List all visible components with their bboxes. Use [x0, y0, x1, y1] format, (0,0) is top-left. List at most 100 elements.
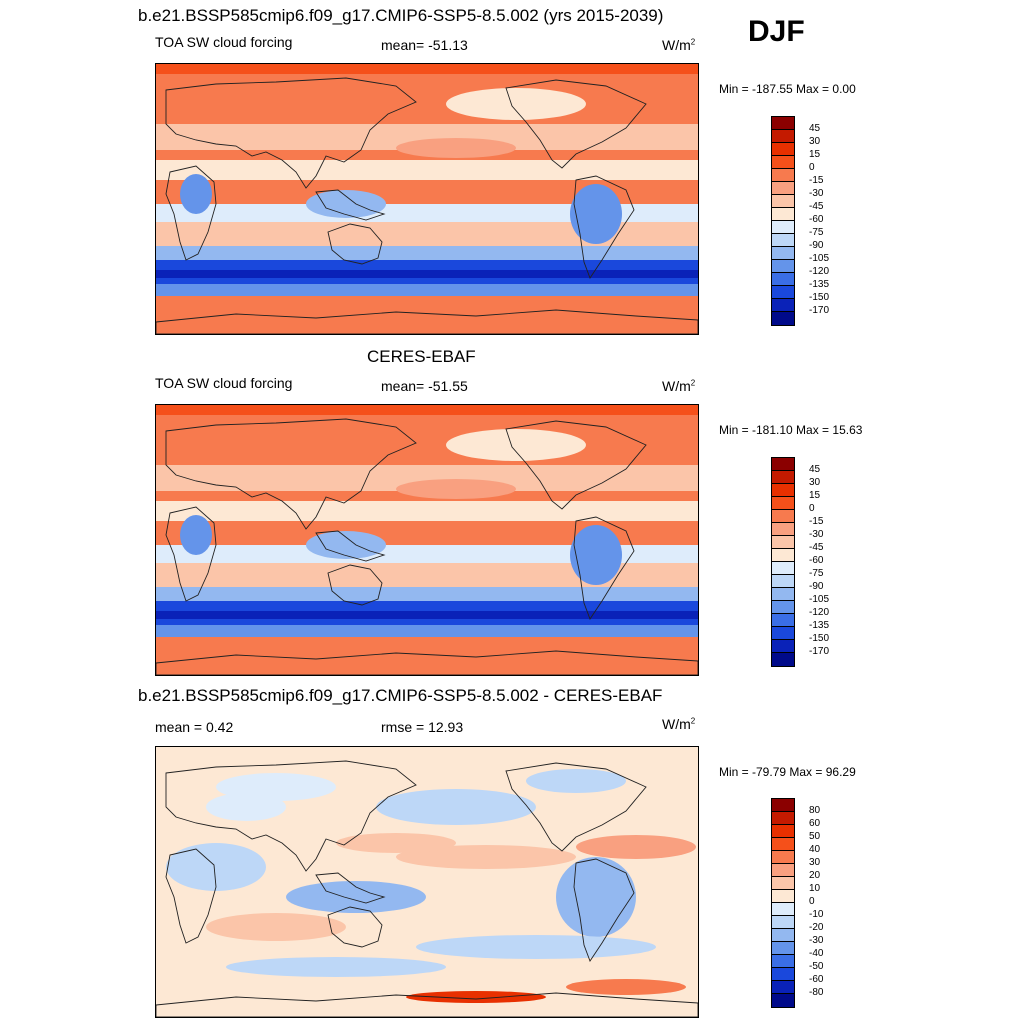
coastline — [505, 79, 647, 169]
coastline — [315, 530, 386, 562]
map-field-svg — [156, 405, 698, 675]
colorbar-tick-label: 15 — [809, 149, 821, 160]
coastline — [156, 309, 698, 334]
field-anomaly — [226, 957, 446, 977]
panel-model-mean: mean= -51.13 — [381, 37, 468, 53]
colorbar-swatch — [772, 549, 794, 562]
colorbar-swatch — [772, 799, 794, 812]
panel-diff-rmse: rmse = 12.93 — [381, 719, 464, 735]
coastline — [165, 77, 417, 189]
colorbar-tick-label: -10 — [809, 909, 824, 920]
field-cloud-region — [180, 174, 212, 214]
colorbar-swatch — [772, 877, 794, 890]
panel-obs-minmax: Min = -181.10 Max = 15.63 — [719, 423, 863, 437]
colorbar-tick-label: 45 — [809, 464, 821, 475]
colorbar-swatch — [772, 614, 794, 627]
colorbar-swatch — [772, 601, 794, 614]
panel-model-colorbar — [771, 116, 795, 326]
field-anomaly — [576, 835, 696, 859]
field-cloud-region — [570, 525, 622, 585]
colorbar-swatch — [772, 981, 794, 994]
colorbar-swatch — [772, 182, 794, 195]
colorbar-tick-label: -105 — [809, 253, 830, 264]
colorbar-tick-label: 60 — [809, 818, 821, 829]
colorbar-tick-label: -90 — [809, 581, 824, 592]
coastline — [315, 189, 386, 221]
coastline — [165, 506, 217, 602]
colorbar-tick-label: 10 — [809, 883, 821, 894]
panel-diff-minmax: Min = -79.79 Max = 96.29 — [719, 765, 856, 779]
colorbar-swatch — [772, 562, 794, 575]
colorbar-tick-label: -60 — [809, 555, 824, 566]
colorbar-tick-label: -150 — [809, 292, 830, 303]
field-anomaly — [286, 881, 426, 913]
panel-obs-title: CERES-EBAF — [367, 347, 476, 366]
colorbar-swatch — [772, 812, 794, 825]
colorbar-swatch — [772, 247, 794, 260]
coastline — [505, 762, 647, 852]
colorbar-tick-label: 45 — [809, 123, 821, 134]
coastline — [165, 760, 417, 872]
panel-obs-mean: mean= -51.55 — [381, 378, 468, 394]
colorbar-tick-label: -135 — [809, 279, 830, 290]
field-anomaly — [566, 979, 686, 995]
colorbar-swatch — [772, 143, 794, 156]
colorbar-tick-label: 0 — [809, 896, 815, 907]
colorbar-tick-label: -20 — [809, 922, 824, 933]
colorbar-swatch — [772, 838, 794, 851]
colorbar-tick-label: -170 — [809, 646, 830, 657]
field-anomaly — [376, 789, 536, 825]
colorbar-swatch — [772, 588, 794, 601]
field-anomaly — [396, 845, 576, 869]
coastline — [327, 223, 383, 265]
panel-diff-colorbar — [771, 798, 795, 1008]
field-cloud-region — [180, 515, 212, 555]
colorbar-tick-label: 40 — [809, 844, 821, 855]
field-cloud-region — [306, 531, 386, 559]
colorbar-tick-label: -50 — [809, 961, 824, 972]
colorbar-swatch — [772, 497, 794, 510]
field-anomaly — [526, 769, 626, 793]
field-cloud-region — [306, 190, 386, 218]
field-anomaly — [416, 935, 656, 959]
colorbar-tick-label: 30 — [809, 857, 821, 868]
field-anomaly — [166, 843, 266, 891]
colorbar-tick-label: -80 — [809, 987, 824, 998]
colorbar-swatch — [772, 130, 794, 143]
coastline — [156, 992, 698, 1017]
colorbar-swatch — [772, 523, 794, 536]
colorbar-swatch — [772, 312, 794, 325]
colorbar-tick-label: -60 — [809, 974, 824, 985]
colorbar-tick-label: -135 — [809, 620, 830, 631]
colorbar-swatch — [772, 864, 794, 877]
field-anomaly — [206, 793, 286, 821]
colorbar-tick-label: -75 — [809, 568, 824, 579]
colorbar-tick-label: -30 — [809, 529, 824, 540]
colorbar-swatch — [772, 903, 794, 916]
colorbar-tick-label: -150 — [809, 633, 830, 644]
colorbar-swatch — [772, 955, 794, 968]
colorbar-swatch — [772, 825, 794, 838]
colorbar-swatch — [772, 640, 794, 653]
panel-diff-map — [155, 746, 699, 1018]
panel-obs-colorbar — [771, 457, 795, 667]
field-cloud-region — [446, 429, 586, 461]
figure-title: b.e21.BSSP585cmip6.f09_g17.CMIP6-SSP5-8.… — [138, 6, 664, 25]
colorbar-tick-label: 0 — [809, 162, 815, 173]
colorbar-tick-label: -40 — [809, 948, 824, 959]
panel-diff-title: b.e21.BSSP585cmip6.f09_g17.CMIP6-SSP5-8.… — [138, 686, 663, 705]
colorbar-tick-label: 20 — [809, 870, 821, 881]
colorbar-swatch — [772, 929, 794, 942]
colorbar-swatch — [772, 299, 794, 312]
colorbar-swatch — [772, 575, 794, 588]
panel-obs-units: W/m2 — [662, 378, 696, 394]
colorbar-tick-label: -105 — [809, 594, 830, 605]
map-field-svg — [156, 64, 698, 334]
coastline — [165, 165, 217, 261]
panel-model-minmax: Min = -187.55 Max = 0.00 — [719, 82, 856, 96]
panel-model-left-label: TOA SW cloud forcing — [155, 34, 293, 50]
colorbar-tick-label: 15 — [809, 490, 821, 501]
field-anomaly — [556, 857, 636, 937]
field-cloud-region — [446, 88, 586, 120]
colorbar-swatch — [772, 195, 794, 208]
